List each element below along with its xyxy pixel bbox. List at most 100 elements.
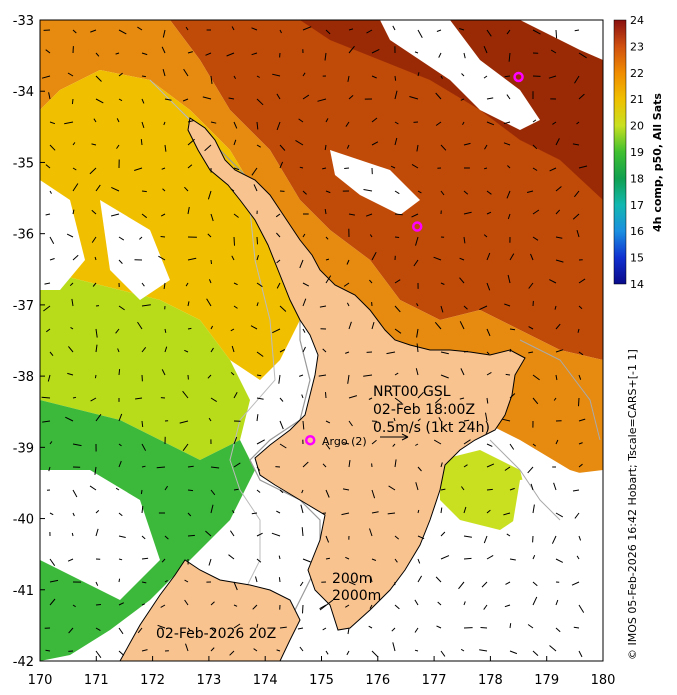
current-vector	[504, 466, 511, 471]
current-vector	[415, 443, 419, 446]
current-vector	[279, 626, 287, 629]
contour-east	[489, 339, 601, 521]
current-vector	[256, 144, 261, 148]
current-vector	[141, 506, 144, 514]
current-vector	[210, 627, 216, 633]
current-vector	[278, 577, 281, 583]
current-vector	[95, 184, 101, 192]
current-vector	[91, 143, 97, 146]
current-vector	[164, 346, 168, 353]
current-vector	[416, 144, 419, 152]
current-vector	[301, 527, 304, 537]
current-vector	[72, 183, 79, 192]
current-vector	[278, 374, 281, 384]
current-vector	[49, 579, 59, 583]
current-vector	[156, 466, 166, 469]
current-vector	[411, 163, 419, 169]
current-vector	[392, 25, 396, 31]
current-vectors	[41, 25, 588, 658]
argo-markers	[304, 71, 524, 446]
current-vector	[348, 28, 354, 31]
current-vector	[342, 488, 350, 491]
current-vector	[463, 305, 468, 310]
current-vector	[371, 321, 375, 330]
current-vector	[41, 75, 51, 79]
current-vector	[72, 512, 75, 517]
colorbar-ticks: 24 23 22 21 20 19 18 17 16 15 14	[630, 14, 644, 291]
current-vector	[532, 29, 541, 35]
current-vector	[509, 558, 516, 561]
current-vector	[210, 489, 216, 496]
current-vector	[553, 482, 557, 491]
current-vector	[207, 233, 212, 238]
current-vector	[72, 489, 78, 498]
current-vector	[480, 627, 488, 629]
colorbar-tick-label: 23	[630, 40, 644, 53]
current-vector	[256, 374, 262, 377]
current-vector	[229, 650, 235, 656]
current-vector	[45, 49, 51, 54]
x-tick-label: 177	[422, 673, 447, 688]
current-vector	[394, 90, 398, 100]
current-vector	[348, 45, 355, 54]
current-vector	[299, 374, 304, 377]
current-vector	[118, 512, 123, 517]
colorbar-tick-label: 18	[630, 172, 644, 185]
current-vector	[184, 186, 189, 192]
current-vector	[463, 190, 469, 195]
sst-green-east	[440, 450, 530, 530]
current-vector	[572, 213, 580, 220]
current-vector	[552, 121, 557, 125]
current-vector	[141, 603, 145, 606]
current-vector	[348, 581, 356, 586]
colorbar-tick-label: 17	[630, 199, 644, 212]
current-vector	[325, 258, 330, 261]
current-vector	[210, 347, 214, 353]
current-vector	[572, 489, 580, 492]
current-vector	[325, 557, 331, 560]
current-vector	[140, 139, 143, 146]
current-vector	[508, 52, 511, 62]
north-island-land	[187, 117, 526, 631]
scale-arrow	[380, 433, 409, 441]
current-vector	[394, 236, 400, 238]
current-vector	[394, 372, 399, 376]
current-vector	[271, 532, 281, 537]
current-vector	[417, 509, 420, 514]
current-vector	[440, 555, 450, 560]
current-vector	[95, 528, 99, 537]
current-vector	[256, 282, 263, 288]
current-vector	[507, 274, 511, 284]
current-vector	[365, 213, 373, 217]
current-vector	[503, 512, 511, 516]
current-vector	[555, 439, 559, 445]
current-vector	[371, 48, 380, 54]
current-vector	[118, 535, 126, 538]
current-vector	[504, 75, 511, 78]
current-vector	[486, 554, 494, 560]
current-vector	[394, 137, 398, 146]
current-vector	[276, 649, 281, 652]
current-vector	[118, 29, 127, 35]
current-vector	[141, 581, 147, 584]
y-axis: -33 -34 -35 -36 -37 -38 -39 -40 -41 -42	[13, 14, 45, 670]
current-vector	[414, 599, 419, 606]
current-vector	[95, 75, 102, 82]
current-vector	[141, 75, 146, 78]
contour-label-pointer	[319, 599, 334, 611]
current-vector	[463, 211, 472, 215]
current-vector	[574, 75, 580, 84]
current-vector	[95, 650, 102, 658]
current-vector	[532, 209, 540, 215]
current-vector	[137, 26, 143, 31]
current-vector	[208, 558, 212, 566]
current-vector	[301, 394, 304, 399]
current-vector	[302, 72, 306, 77]
current-vector	[322, 627, 327, 631]
current-vector	[302, 604, 304, 614]
current-vector	[435, 121, 442, 126]
current-vector	[272, 73, 281, 77]
current-vector	[117, 348, 120, 353]
cloud-gap-6	[40, 470, 160, 600]
current-vector	[463, 350, 469, 353]
